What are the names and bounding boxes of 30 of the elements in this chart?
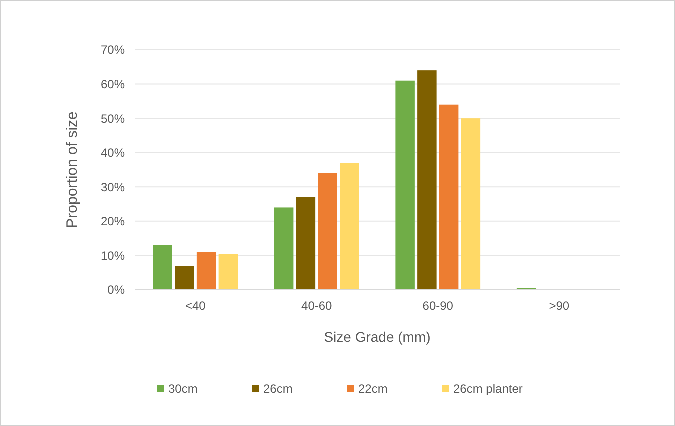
bar: [340, 163, 360, 290]
y-tick-label: 50%: [100, 112, 126, 126]
bar: [175, 266, 194, 290]
bar: [153, 245, 172, 290]
y-axis-title: Proportion of size: [64, 112, 81, 228]
y-tick-label: 10%: [100, 248, 126, 263]
bar: [218, 254, 238, 290]
legend-label: 22cm: [358, 382, 388, 396]
y-tick-label: 30%: [100, 180, 126, 194]
x-tick-label: 60-90: [422, 299, 454, 313]
legend-label: 26cm planter: [454, 382, 523, 396]
x-tick-label: 40-60: [302, 299, 333, 313]
bar: [396, 80, 415, 290]
legend-label: 30cm: [168, 382, 198, 396]
y-tick-label: 0%: [108, 283, 126, 298]
legend-label: 26cm: [264, 382, 293, 396]
bar: [418, 70, 437, 290]
y-tick-label: 20%: [100, 214, 126, 229]
x-tick-label: <40: [185, 299, 206, 313]
x-axis-title: Size Grade (mm): [324, 329, 431, 345]
y-tick-label: 40%: [100, 146, 126, 160]
x-tick-label: >90: [549, 299, 570, 313]
bar: [439, 104, 459, 290]
y-tick-label: 70%: [100, 43, 126, 58]
bar: [274, 208, 294, 290]
bar: [296, 197, 316, 290]
bar: [196, 252, 216, 290]
bar: [318, 173, 338, 290]
y-tick-label: 60%: [100, 77, 126, 92]
bar: [461, 118, 481, 290]
